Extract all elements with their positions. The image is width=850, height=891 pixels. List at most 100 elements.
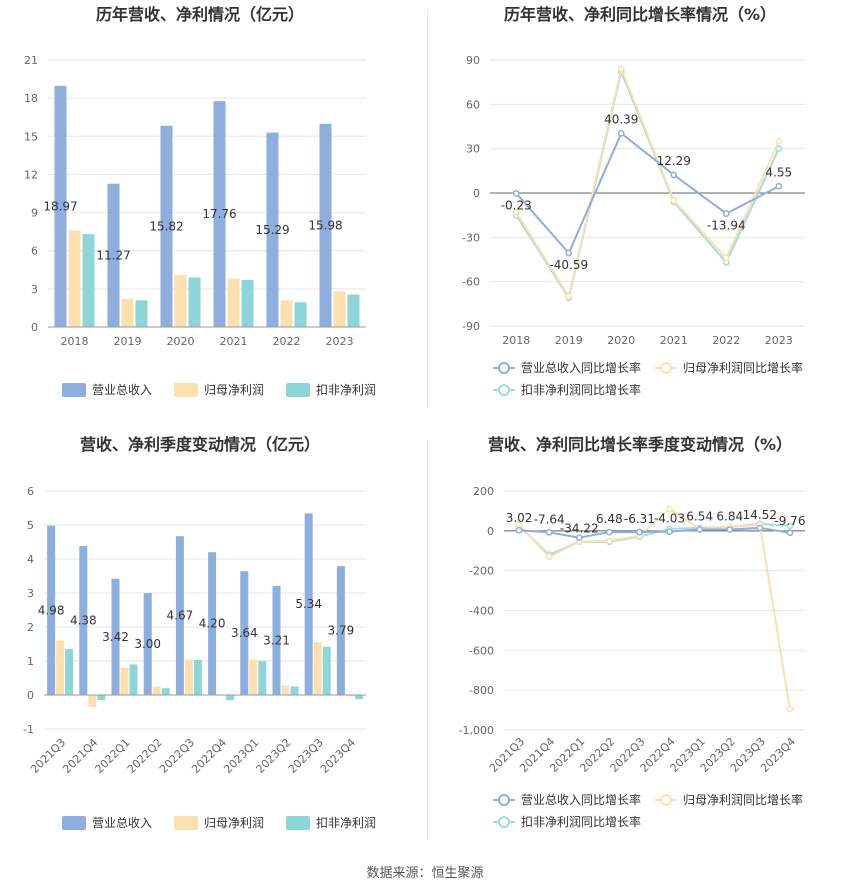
bar-net-profit: [313, 642, 322, 695]
bar-deducted-profit: [347, 294, 360, 327]
legend-swatch-revenue: [62, 383, 86, 397]
data-label: 6.54: [686, 510, 713, 524]
x-tick-label: 2019: [555, 334, 583, 347]
data-label: -7.64: [534, 512, 565, 526]
bar-revenue: [272, 585, 281, 695]
x-tick-label: 2021: [220, 335, 248, 348]
bar-revenue: [160, 125, 173, 327]
bar-deducted-profit: [65, 649, 74, 695]
y-tick-label: 200: [473, 485, 494, 498]
bar-net-profit: [88, 695, 97, 707]
bar-revenue: [47, 525, 56, 695]
bar-net-profit: [174, 274, 187, 327]
data-label: 4.55: [765, 165, 792, 179]
y-tick-label: 30: [466, 143, 480, 156]
point-revenue-growth: [670, 171, 678, 179]
y-tick-label: -30: [462, 231, 480, 244]
data-label: 5.34: [295, 597, 322, 611]
bar-deducted-profit: [82, 234, 95, 327]
x-tick-label: 2022: [712, 334, 740, 347]
x-tick-label: 2022: [273, 335, 301, 348]
data-label: -9.76: [774, 514, 805, 528]
y-tick-label: -200: [469, 565, 494, 578]
data-label: 3.21: [263, 633, 290, 647]
y-tick-label: 90: [466, 54, 480, 67]
y-tick-label: 1: [27, 655, 34, 668]
y-tick-label: 4: [27, 553, 34, 566]
data-label: 3.64: [231, 626, 258, 640]
data-label: 3.42: [102, 630, 129, 644]
legend-label: 营业总收入同比增长率: [521, 792, 641, 807]
legend-label: 归母净利润: [204, 383, 264, 397]
bar-net-profit: [121, 299, 134, 327]
legend-label: 归母净利润: [204, 816, 264, 830]
data-label: 4.98: [38, 603, 65, 617]
bar-deducted-profit: [290, 686, 299, 695]
quarterly-growth-rate-chart: 营收、净利同比增长率季度变动情况（%） -1,000 -800 -600 -400 -20…: [425, 430, 850, 860]
point-net-profit-growth: [545, 553, 553, 561]
bar-revenue: [213, 101, 226, 328]
data-label: -4.03: [654, 512, 685, 526]
data-label: 18.97: [43, 199, 77, 213]
x-tick-label: 2023: [765, 334, 793, 347]
legend-label: 归母净利润同比增长率: [683, 360, 803, 375]
data-label: -0.23: [501, 198, 532, 212]
legend-marker: [498, 362, 510, 374]
y-tick-label: 3: [27, 587, 34, 600]
data-label: 3.79: [328, 624, 355, 638]
data-label: 15.98: [308, 218, 342, 232]
point-net-profit-growth: [670, 197, 678, 204]
bar-net-profit: [249, 659, 258, 695]
vertical-divider-bottom: [427, 440, 428, 840]
chart-title: 营收、净利同比增长率季度变动情况（%）: [488, 435, 792, 454]
bar-revenue: [175, 536, 184, 695]
point-deducted-profit-growth: [786, 522, 794, 530]
y-tick-label: 0: [473, 187, 480, 200]
quarterly-revenue-profit-chart: 营收、净利季度变动情况（亿元） -1 0 1 2 3 4 5 6 4.98 2021Q3 4.38 20…: [0, 430, 425, 860]
bar-revenue: [107, 183, 120, 327]
bar-net-profit: [280, 300, 293, 327]
point-revenue-growth: [726, 526, 734, 533]
point-net-profit-growth: [786, 705, 794, 713]
annual-growth-rate-chart: 历年营收、净利同比增长率情况（%） -90 -60 -30 0 30 60 90 -0.23 -4…: [425, 0, 850, 430]
legend-label: 扣非净利润: [316, 383, 376, 397]
legend-marker: [498, 816, 510, 828]
bar-revenue: [336, 566, 345, 695]
y-tick-label: 6: [27, 485, 34, 498]
data-label: 15.82: [149, 219, 183, 233]
legend-marker: [498, 794, 510, 806]
legend-swatch-net-profit: [174, 383, 198, 397]
chart-title: 营收、净利季度变动情况（亿元）: [80, 435, 320, 454]
data-label: 12.29: [657, 154, 691, 168]
point-revenue-growth: [575, 534, 583, 541]
legend-label: 扣非净利润同比增长率: [521, 814, 641, 829]
x-tick-label: 2018: [61, 335, 89, 348]
bar-revenue: [304, 513, 313, 695]
point-net-profit-growth: [666, 505, 673, 513]
point-revenue-growth: [722, 210, 730, 217]
bar-deducted-profit: [322, 646, 331, 695]
point-net-profit-growth: [775, 137, 783, 145]
annual-growth-rate-svg: 历年营收、净利同比增长率情况（%） -90 -60 -30 0 30 60 90 -0.23 -4…: [462, 5, 805, 397]
bar-net-profit: [184, 659, 193, 695]
bar-deducted-profit: [294, 302, 307, 327]
bar-deducted-profit: [188, 277, 201, 327]
bar-revenue: [266, 132, 279, 327]
bar-deducted-profit: [161, 688, 170, 695]
y-tick-label: -600: [469, 644, 494, 657]
bar-deducted-profit: [97, 695, 106, 701]
point-net-profit-growth: [722, 254, 730, 262]
y-tick-label: 0: [487, 525, 494, 538]
y-tick-label: 60: [466, 98, 480, 111]
point-revenue-growth: [786, 529, 794, 537]
legend-marker: [660, 794, 672, 806]
bar-deducted-profit: [193, 659, 202, 695]
point-net-profit-growth: [565, 293, 573, 300]
quarterly-revenue-profit-svg: 营收、净利季度变动情况（亿元）-101234564.982021Q34.3820…: [23, 435, 376, 830]
point-net-profit-growth: [617, 65, 625, 73]
data-label: 6.48: [596, 512, 623, 526]
quarterly-growth-rate-svg: 营收、净利同比增长率季度变动情况（%） -1,000 -800 -600 -400 -20…: [459, 435, 806, 829]
point-revenue-growth: [512, 189, 520, 197]
chart-title: 历年营收、净利同比增长率情况（%）: [504, 5, 776, 24]
annual-revenue-profit-chart: 历年营收、净利情况（亿元） 0 3 6 9 12 15 18 21 18.97 2018 11.27 2…: [0, 0, 425, 430]
